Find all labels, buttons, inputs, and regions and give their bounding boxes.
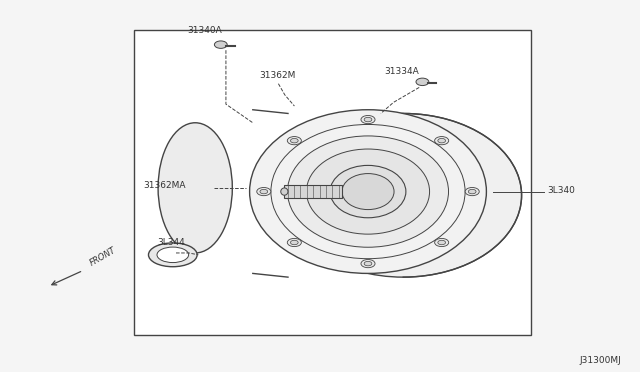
Text: J31300MJ: J31300MJ: [579, 356, 621, 365]
FancyBboxPatch shape: [134, 30, 531, 335]
Text: 31334A: 31334A: [384, 67, 419, 76]
Text: 31362M: 31362M: [259, 71, 296, 80]
Text: 3L340: 3L340: [547, 186, 575, 195]
Ellipse shape: [342, 174, 394, 209]
Circle shape: [416, 78, 429, 86]
Ellipse shape: [307, 149, 429, 234]
Text: 31362MA: 31362MA: [143, 181, 186, 190]
Text: FRONT: FRONT: [88, 246, 118, 268]
Ellipse shape: [468, 189, 476, 194]
Ellipse shape: [260, 189, 268, 194]
Ellipse shape: [257, 187, 271, 196]
Ellipse shape: [158, 123, 232, 253]
Circle shape: [214, 41, 227, 48]
Ellipse shape: [287, 136, 449, 247]
Text: 3L344: 3L344: [157, 238, 184, 247]
Text: 31340A: 31340A: [188, 26, 222, 35]
FancyBboxPatch shape: [284, 185, 342, 198]
Ellipse shape: [291, 240, 298, 245]
Ellipse shape: [281, 188, 288, 195]
Ellipse shape: [285, 113, 522, 277]
Ellipse shape: [435, 238, 449, 247]
Ellipse shape: [287, 238, 301, 247]
Ellipse shape: [465, 187, 479, 196]
Ellipse shape: [361, 115, 375, 124]
Ellipse shape: [435, 137, 449, 145]
Ellipse shape: [364, 117, 372, 122]
Ellipse shape: [148, 243, 197, 267]
Ellipse shape: [364, 262, 372, 266]
Ellipse shape: [250, 110, 486, 273]
Ellipse shape: [291, 138, 298, 143]
Ellipse shape: [438, 240, 445, 245]
Ellipse shape: [361, 260, 375, 268]
Ellipse shape: [438, 138, 445, 143]
Ellipse shape: [330, 166, 406, 218]
Ellipse shape: [287, 137, 301, 145]
Ellipse shape: [157, 247, 189, 263]
